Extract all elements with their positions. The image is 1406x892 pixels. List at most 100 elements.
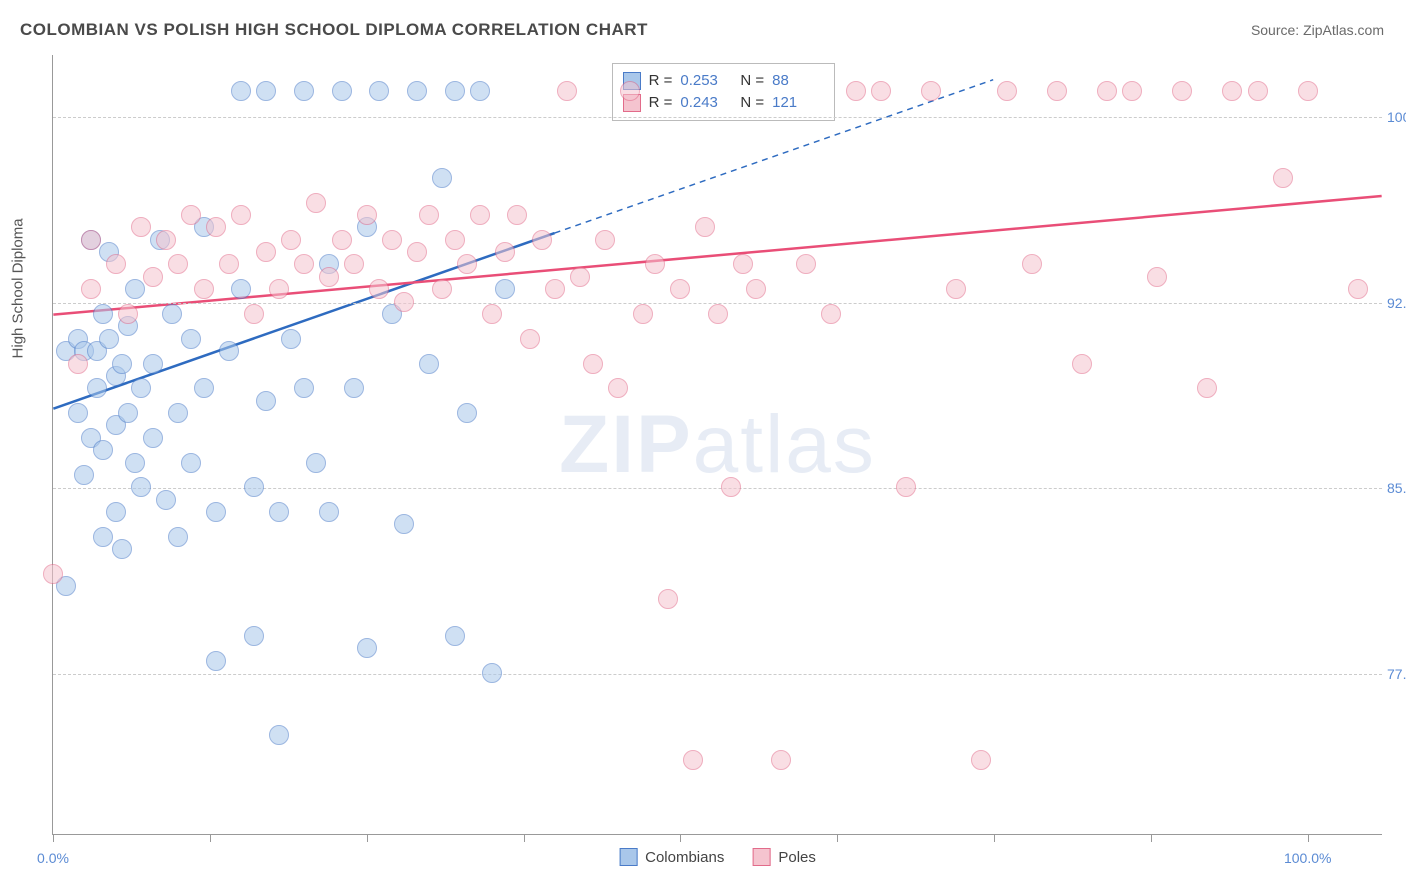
scatter-point (733, 254, 753, 274)
scatter-point (432, 279, 452, 299)
scatter-point (244, 477, 264, 497)
bottom-legend: Colombians Poles (619, 848, 816, 866)
scatter-point (143, 354, 163, 374)
scatter-point (1122, 81, 1142, 101)
legend-stats-row: R =0.243N =121 (623, 92, 825, 114)
scatter-point (997, 81, 1017, 101)
x-tick (837, 834, 838, 842)
scatter-point (821, 304, 841, 324)
scatter-point (194, 279, 214, 299)
x-tick (680, 834, 681, 842)
scatter-point (620, 81, 640, 101)
scatter-point (532, 230, 552, 250)
scatter-point (118, 304, 138, 324)
scatter-point (244, 304, 264, 324)
legend-stats-box: R =0.253N =88R =0.243N =121 (612, 63, 836, 121)
scatter-point (896, 477, 916, 497)
scatter-point (1047, 81, 1067, 101)
source-attribution: Source: ZipAtlas.com (1251, 22, 1384, 38)
scatter-point (168, 254, 188, 274)
stat-r-value: 0.243 (680, 94, 732, 111)
scatter-point (407, 81, 427, 101)
scatter-point (68, 354, 88, 374)
scatter-point (269, 279, 289, 299)
scatter-point (181, 329, 201, 349)
stat-r-value: 0.253 (680, 72, 732, 89)
y-tick-label: 85.0% (1387, 480, 1406, 496)
gridline (53, 674, 1382, 675)
scatter-point (946, 279, 966, 299)
scatter-point (162, 304, 182, 324)
scatter-point (125, 279, 145, 299)
y-axis-label: High School Diploma (10, 218, 27, 358)
scatter-point (1273, 168, 1293, 188)
scatter-point (106, 502, 126, 522)
scatter-point (344, 254, 364, 274)
bottom-legend-item: Colombians (619, 848, 724, 866)
scatter-point (796, 254, 816, 274)
x-tick (994, 834, 995, 842)
scatter-point (608, 378, 628, 398)
scatter-point (846, 81, 866, 101)
x-tick (367, 834, 368, 842)
scatter-point (495, 242, 515, 262)
scatter-point (219, 341, 239, 361)
scatter-point (1022, 254, 1042, 274)
scatter-point (332, 81, 352, 101)
y-tick-label: 100.0% (1387, 109, 1406, 125)
scatter-point (206, 502, 226, 522)
scatter-point (419, 205, 439, 225)
watermark-zip: ZIP (559, 399, 693, 490)
scatter-point (771, 750, 791, 770)
scatter-point (708, 304, 728, 324)
scatter-point (143, 267, 163, 287)
scatter-point (294, 378, 314, 398)
scatter-point (93, 440, 113, 460)
scatter-point (1172, 81, 1192, 101)
stat-r-label: R = (649, 72, 673, 89)
scatter-point (231, 279, 251, 299)
scatter-point (1222, 81, 1242, 101)
scatter-point (658, 589, 678, 609)
scatter-point (219, 254, 239, 274)
scatter-point (99, 329, 119, 349)
scatter-point (457, 254, 477, 274)
scatter-point (382, 230, 402, 250)
scatter-point (1072, 354, 1092, 374)
stat-n-value: 121 (772, 94, 824, 111)
stat-n-label: N = (740, 72, 764, 89)
trendlines-layer (53, 55, 1382, 834)
scatter-point (683, 750, 703, 770)
legend-stats-row: R =0.253N =88 (623, 70, 825, 92)
x-tick (1308, 834, 1309, 842)
watermark-atlas: atlas (693, 399, 876, 490)
scatter-point (557, 81, 577, 101)
scatter-point (256, 391, 276, 411)
bottom-legend-label: Poles (778, 849, 816, 866)
scatter-point (1147, 267, 1167, 287)
stat-n-label: N = (740, 94, 764, 111)
scatter-point (695, 217, 715, 237)
scatter-point (269, 725, 289, 745)
scatter-point (746, 279, 766, 299)
scatter-point (231, 81, 251, 101)
legend-swatch (752, 848, 770, 866)
scatter-point (407, 242, 427, 262)
scatter-point (369, 81, 389, 101)
scatter-point (357, 205, 377, 225)
scatter-point (1348, 279, 1368, 299)
y-tick-label: 92.5% (1387, 295, 1406, 311)
scatter-point (156, 230, 176, 250)
scatter-point (181, 205, 201, 225)
scatter-point (1298, 81, 1318, 101)
scatter-point (545, 279, 565, 299)
gridline (53, 117, 1382, 118)
scatter-point (131, 378, 151, 398)
x-tick-label: 100.0% (1284, 850, 1331, 866)
scatter-point (68, 403, 88, 423)
scatter-point (106, 254, 126, 274)
scatter-point (306, 193, 326, 213)
scatter-point (206, 217, 226, 237)
scatter-point (369, 279, 389, 299)
scatter-point (470, 81, 490, 101)
